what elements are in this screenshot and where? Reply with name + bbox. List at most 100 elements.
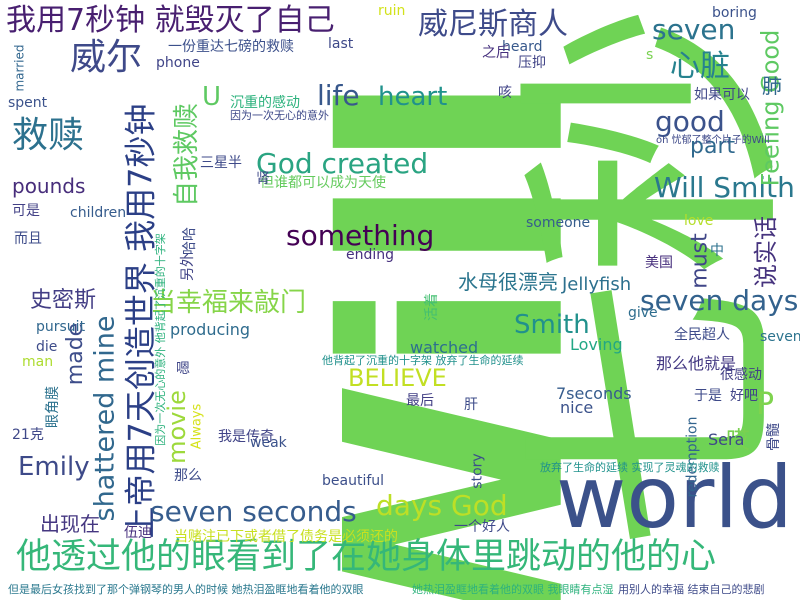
word-kidney: 肾 [256, 171, 270, 187]
word-bone-marrow: 骨髓 [766, 423, 782, 451]
word-pursuit-happyness: 当幸福来敲门 [150, 288, 307, 318]
word-ruin: ruin [378, 3, 406, 19]
word-seven: seven [652, 13, 736, 46]
word-phrase-tears-eyes: 她热泪盈眶地看着他的双眼 我眼睛有点湿 [412, 583, 614, 596]
word-i-am-legend: 我是传奇 [218, 429, 274, 445]
word-emily: Emily [18, 452, 90, 482]
word-love: love [684, 213, 714, 229]
word-cough: 咳 [498, 85, 512, 101]
word-always: Always [189, 403, 205, 450]
word-man: man [22, 354, 54, 370]
word-days-god: days God [376, 489, 508, 522]
word-phrase-seven-seconds-ruin: 我用7秒钟 就毁灭了自己 [6, 3, 335, 38]
word-besides: 另外 [180, 253, 196, 281]
word-seven-2: seven [760, 329, 800, 345]
word-phrase-cross-life: 他背起了沉重的十字架 放弃了生命的延续 [322, 354, 524, 367]
word-good-person: 一个好人 [454, 519, 510, 535]
word-weak: weak [250, 435, 287, 451]
word-story: story [469, 453, 486, 489]
word-will-smith: Will Smith [654, 171, 795, 204]
word-appear: 出现在 [40, 512, 100, 536]
word-movie: movie [162, 390, 191, 464]
word-ai: 哎 [726, 426, 750, 454]
word-phrase-girl-piano: 但是最后女孩找到了那个弹钢琴的男人的时候 她热泪盈眶地看着他的双眼 [8, 583, 364, 596]
word-so: 于是 [694, 388, 722, 404]
word-redemption: redemption [684, 416, 701, 498]
word-phrase-accident-cross: 因为一次无心的意外 他背起了沉重的十字架 [153, 233, 167, 446]
word-nice: nice [560, 398, 594, 417]
word-haha: 哈哈 [182, 227, 198, 255]
word-die: die [36, 339, 58, 355]
word-seven-days: seven days [640, 284, 799, 317]
word-children: children [70, 205, 127, 221]
word-weier: 威尔 [70, 37, 143, 78]
word-good: good [655, 105, 725, 138]
word-producing: producing [170, 320, 251, 339]
word-part: part [690, 134, 736, 159]
word-three-half-stars: 三星半 [200, 155, 242, 171]
word-phrase-gloomy-will: oh 忧郁了整个片子的Will [656, 135, 770, 146]
word-moreover: 而且 [14, 231, 42, 247]
word-to-live: 活着 [424, 293, 440, 321]
word-heart-cn: 心脏 [670, 49, 730, 84]
word-spent: spent [8, 95, 48, 111]
word-then: 那么 [174, 468, 202, 484]
word-married: married [12, 44, 27, 92]
word-anyone-angel: 但谁都可以成为天使 [260, 175, 386, 191]
word-finally: 最后 [406, 393, 434, 409]
word-pursuit: pursuit [36, 319, 86, 335]
word-pounds: pounds [12, 174, 86, 198]
word-lung: 肺 [762, 74, 782, 98]
word-hancock: 全民超人 [674, 327, 730, 343]
word-woody: 伍迪 [124, 525, 152, 541]
word-but: 可是 [12, 203, 40, 219]
word-feeling-good: Feeling Good [756, 29, 785, 187]
word-phrase-others-happiness: 用别人的幸福 结束自己的悲剧 [618, 583, 765, 596]
word-america: 美国 [645, 255, 673, 271]
word-god-created: God created [256, 147, 429, 180]
word-if-possible: 如果可以 [694, 87, 750, 103]
word-boring: boring [712, 5, 757, 21]
word-last: last [328, 36, 354, 52]
word-life: life [317, 79, 360, 112]
word-must: must [687, 233, 713, 289]
word-self-redemption: 自我救赎 [172, 102, 203, 208]
word-watched: watched [410, 338, 479, 357]
word-phrase-god-seven-days: 上帝用7天创造世界 我用7秒钟 [121, 103, 160, 539]
word-something: something [286, 219, 435, 252]
word-21grams: 21克 [12, 427, 44, 443]
word-hmm: 嗯 [176, 361, 190, 377]
word-venice: 威尼斯商人 [418, 7, 568, 42]
word-bet-debt: 当赌注已下或者借了债务是必须还的 [174, 529, 398, 545]
word-heard: heard [502, 39, 543, 55]
word-phrase-accident: 因为一次无心的意外 [230, 109, 329, 122]
word-depressing: 压抑 [518, 55, 546, 71]
word-phrase-heart-through-eyes: 他透过他的眼看到了在她身体里跳动的他的心 [16, 537, 717, 577]
word-smith-cn: 史密斯 [30, 288, 97, 313]
word-then-he-is: 那么他就是 [656, 354, 737, 373]
word-sera: Sera [708, 430, 745, 449]
word-p: P [756, 387, 775, 422]
word-u: U [202, 82, 222, 112]
word-seven-seconds: seven seconds [150, 495, 357, 528]
word-world: world [556, 448, 793, 548]
word-after: 之后 [482, 45, 510, 61]
word-redemption-cn: 救赎 [12, 115, 85, 156]
word-touched: 很感动 [720, 367, 762, 383]
word-heart: heart [378, 82, 448, 112]
word-middle: 中 [710, 243, 724, 259]
word-s: s [646, 47, 654, 63]
word-liver: 肝 [464, 397, 478, 413]
word-phone: phone [156, 55, 200, 71]
word-phrase-redemption-soul: 放弃了生命的延续 实现了灵魂的救赎 [540, 461, 720, 474]
word-jellyfish: Jellyfish [562, 274, 632, 295]
word-give: give [628, 305, 658, 321]
word-smith: Smith [514, 310, 590, 340]
word-truth: 说实话 [752, 216, 780, 288]
word-jellyfish-beautiful: 水母很漂亮 [458, 270, 558, 294]
word-shattered-mine: shattered mine [89, 315, 121, 522]
word-heavy-touching: 沉重的感动 [230, 95, 300, 111]
word-someone: someone [526, 215, 591, 231]
word-loving: Loving [570, 335, 623, 354]
